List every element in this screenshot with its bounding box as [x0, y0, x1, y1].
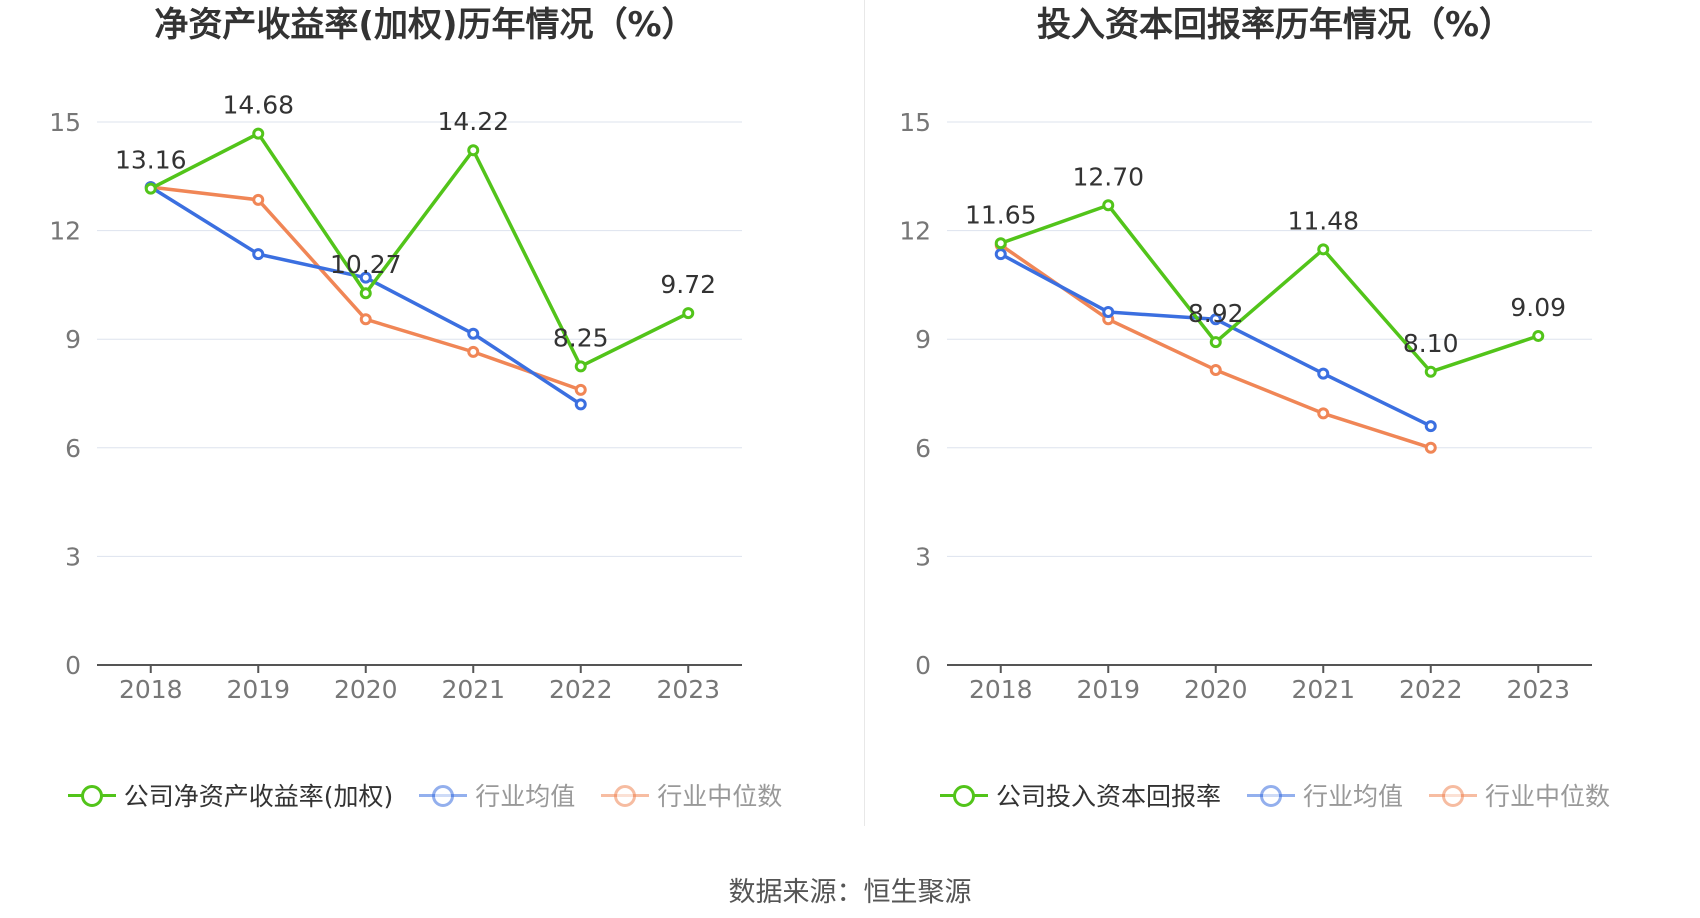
series-line	[1000, 203, 1539, 374]
x-tick-label: 2021	[1291, 675, 1355, 704]
y-tick-label: 12	[49, 217, 81, 246]
legend-item[interactable]: 行业中位数	[601, 777, 782, 813]
data-label: 11.48	[1287, 206, 1359, 235]
x-tick-label: 2020	[334, 675, 398, 704]
legend-swatch-icon	[67, 785, 116, 807]
data-label: 8.92	[1188, 299, 1244, 328]
data-point	[1424, 365, 1437, 378]
y-tick-label: 3	[915, 542, 931, 571]
chart-title: 投入资本回报率历年情况（%）	[1036, 5, 1514, 45]
y-tick-label: 9	[915, 325, 931, 354]
chart-panel-roic: 投入资本回报率历年情况（%） 0 3 6 9 12 15 2018 2019 2020 2021 2…	[850, 0, 1700, 830]
data-label: 8.25	[553, 323, 609, 352]
data-point	[1209, 363, 1222, 376]
legend-label: 行业中位数	[657, 782, 783, 811]
data-point	[467, 345, 480, 358]
chart-title: 净资产收益率(加权)历年情况（%）	[154, 5, 696, 45]
panel-divider	[864, 0, 865, 826]
data-point	[682, 307, 695, 320]
data-point	[1209, 313, 1222, 326]
data-point	[1317, 243, 1330, 256]
y-tick-label: 0	[915, 651, 931, 680]
data-point	[359, 287, 372, 300]
x-tick-label: 2022	[1399, 675, 1463, 704]
chart-plot: 0 3 6 9 12 15 2018 2019 2020 2021 2022 2023 13.16 14.…	[49, 91, 742, 704]
x-tick-label: 2020	[1184, 675, 1248, 704]
data-point	[574, 383, 587, 396]
data-point	[574, 360, 587, 373]
data-point	[994, 237, 1007, 250]
x-tick-label: 2022	[549, 675, 613, 704]
x-tick-label: 2023	[656, 675, 720, 704]
data-point	[252, 127, 265, 140]
data-label: 10.27	[330, 250, 402, 279]
data-point	[1102, 199, 1115, 212]
y-tick-label: 9	[65, 325, 81, 354]
data-label: 11.65	[965, 200, 1037, 229]
data-point	[1102, 306, 1115, 319]
x-tick-label: 2019	[1076, 675, 1140, 704]
legend-item[interactable]: 行业均值	[419, 777, 575, 813]
series-line	[149, 131, 690, 369]
y-tick-label: 6	[65, 434, 81, 463]
data-label: 14.22	[437, 107, 509, 136]
y-tick-label: 12	[899, 217, 931, 246]
legend-label: 行业均值	[475, 782, 576, 811]
x-tick-label: 2023	[1506, 675, 1570, 704]
legend-swatch-icon	[1429, 785, 1477, 807]
data-label: 9.09	[1510, 293, 1566, 322]
data-point	[1532, 329, 1545, 342]
data-point	[252, 193, 265, 206]
data-point	[144, 182, 157, 195]
data-point	[359, 271, 372, 284]
data-source: 数据来源：恒生聚源	[728, 877, 972, 908]
legend-item[interactable]: 公司净资产收益率(加权)	[67, 777, 394, 813]
x-tick-label: 2018	[119, 675, 183, 704]
y-tick-label: 6	[915, 434, 931, 463]
data-point	[467, 144, 480, 157]
legend-label: 行业均值	[1302, 782, 1403, 811]
legend-item[interactable]: 公司投入资本回报率	[939, 777, 1221, 813]
data-point	[1209, 336, 1222, 349]
data-point	[1424, 441, 1437, 454]
data-point	[994, 248, 1007, 261]
legend-label: 公司投入资本回报率	[995, 782, 1221, 811]
x-tick-label: 2021	[441, 675, 505, 704]
legend-label: 行业中位数	[1485, 782, 1611, 811]
y-tick-label: 15	[49, 108, 81, 137]
y-tick-label: 15	[899, 108, 931, 137]
data-label: 8.10	[1403, 329, 1459, 358]
legend-swatch-icon	[601, 785, 650, 807]
chart-legend: 公司投入资本回报率 行业均值 行业中位数	[850, 775, 1700, 815]
data-label: 14.68	[222, 91, 294, 120]
data-point	[1317, 367, 1330, 380]
legend-item[interactable]: 行业中位数	[1429, 777, 1610, 813]
x-tick-label: 2019	[226, 675, 290, 704]
chart-legend: 公司净资产收益率(加权) 行业均值 行业中位数	[0, 775, 850, 815]
data-label: 13.16	[115, 146, 187, 175]
legend-swatch-icon	[939, 785, 988, 807]
y-tick-label: 0	[65, 651, 81, 680]
y-tick-label: 3	[65, 542, 81, 571]
data-point	[1424, 420, 1437, 433]
data-point	[1317, 407, 1330, 420]
legend-label: 公司净资产收益率(加权)	[123, 782, 394, 811]
data-point	[359, 313, 372, 326]
data-label: 9.72	[660, 270, 716, 299]
legend-swatch-icon	[419, 785, 468, 807]
data-point	[252, 248, 265, 261]
x-tick-label: 2018	[969, 675, 1033, 704]
chart-panel-roe: 净资产收益率(加权)历年情况（%） 0 3 6 9 12 15 2018 2019 2020 20…	[0, 0, 850, 830]
data-point	[574, 398, 587, 411]
data-point	[467, 327, 480, 340]
legend-item[interactable]: 行业均值	[1246, 777, 1403, 813]
data-label: 12.70	[1072, 162, 1144, 191]
legend-swatch-icon	[1246, 785, 1295, 807]
chart-plot: 0 3 6 9 12 15 2018 2019 2020 2021 2022 2023 11.65 12.…	[899, 108, 1592, 704]
